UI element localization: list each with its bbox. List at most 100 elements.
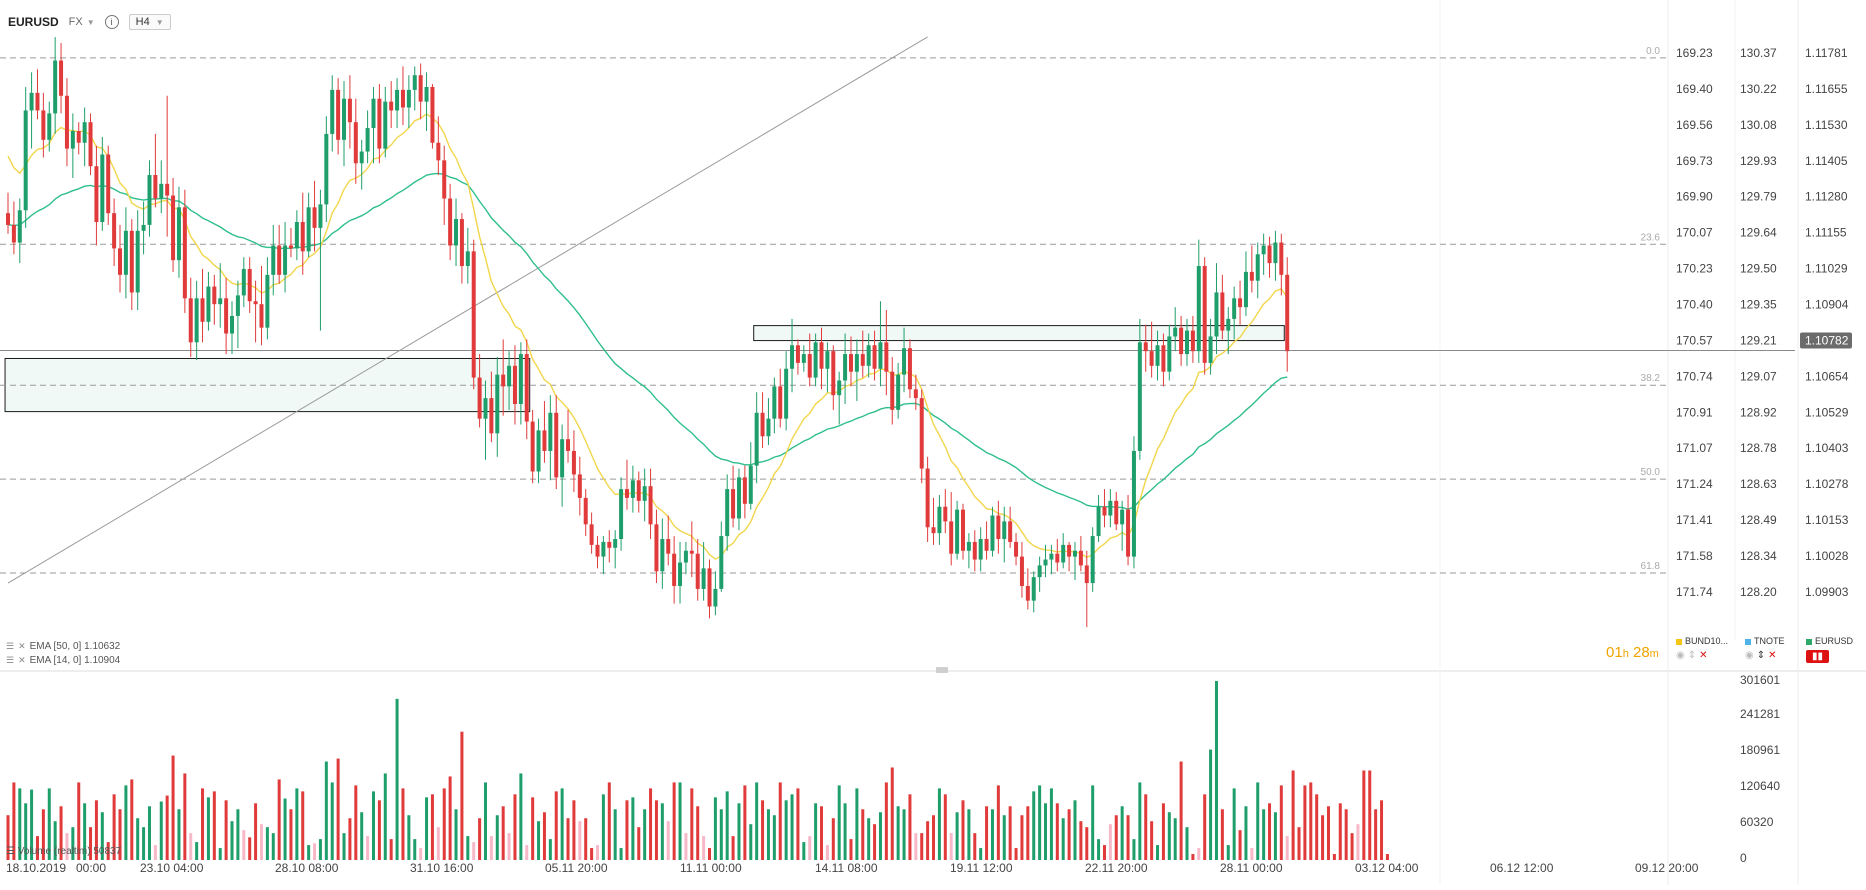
volume-bar bbox=[755, 782, 759, 860]
ema14-legend[interactable]: ☰ ✕ EMA [14, 0] 1.10904 bbox=[6, 655, 120, 666]
pane-resize-handle[interactable] bbox=[936, 667, 948, 673]
price-tick-label: 1.11280 bbox=[1805, 190, 1848, 204]
ema50-legend[interactable]: ☰ ✕ EMA [50, 0] 1.10632 bbox=[6, 641, 120, 652]
candle-body bbox=[23, 110, 28, 211]
close-icon[interactable]: ✕ bbox=[1768, 650, 1780, 661]
candle-body bbox=[1096, 506, 1101, 537]
candle bbox=[790, 318, 795, 393]
candle-body bbox=[955, 509, 960, 554]
candle bbox=[512, 345, 517, 425]
candle bbox=[689, 521, 694, 578]
candle bbox=[1131, 436, 1136, 569]
asset-class-dropdown[interactable]: FX ▼ bbox=[69, 16, 95, 28]
bund-tick-label: 170.91 bbox=[1676, 405, 1713, 419]
volume-bar bbox=[542, 812, 546, 860]
candle-body bbox=[736, 477, 741, 519]
volume-bar bbox=[884, 782, 888, 860]
time-tick-label: 22.11 20:00 bbox=[1085, 861, 1148, 875]
chart-type-icon[interactable]: ▮▮ bbox=[1806, 650, 1830, 663]
candle-body bbox=[1084, 565, 1089, 584]
candle bbox=[648, 468, 653, 540]
volume-bar bbox=[1038, 785, 1042, 860]
candle-body bbox=[1255, 254, 1260, 281]
candle-body bbox=[259, 304, 264, 328]
close-icon[interactable]: ✕ bbox=[18, 641, 26, 651]
candle-body bbox=[595, 544, 600, 557]
close-icon[interactable]: ✕ bbox=[18, 655, 26, 665]
price-tick-label: 1.11029 bbox=[1805, 262, 1848, 276]
candle-body bbox=[1161, 345, 1166, 372]
volume-bar bbox=[525, 845, 529, 860]
compare-tnote[interactable]: TNOTE ◉⇕✕ bbox=[1745, 636, 1785, 661]
volume-bar bbox=[1344, 809, 1348, 860]
candle bbox=[1102, 489, 1107, 528]
volume-bar bbox=[790, 794, 794, 860]
candle-body bbox=[459, 219, 464, 267]
volume-bar bbox=[796, 788, 800, 860]
candle bbox=[966, 533, 971, 569]
sort-icon[interactable]: ⇕ bbox=[1756, 650, 1769, 661]
tnote-tick-label: 128.78 bbox=[1740, 441, 1777, 455]
volume-bar bbox=[861, 809, 865, 860]
eye-icon[interactable]: ◉ bbox=[1745, 650, 1757, 661]
timeframe-dropdown[interactable]: H4 ▼ bbox=[128, 14, 171, 30]
compare-bund[interactable]: BUND10... ◉⇕✕ bbox=[1676, 636, 1728, 661]
candle bbox=[943, 489, 948, 534]
volume-bar bbox=[708, 848, 712, 860]
candle bbox=[230, 301, 235, 355]
list-icon[interactable]: ☰ bbox=[6, 655, 15, 665]
candle bbox=[259, 266, 264, 346]
volume-bar bbox=[1014, 848, 1018, 860]
volume-legend[interactable]: ☰ Volume (realtim) 50837 bbox=[6, 846, 121, 857]
candle bbox=[465, 227, 470, 284]
candle-body bbox=[6, 213, 10, 225]
volume-bar bbox=[1326, 806, 1330, 860]
volume-bar bbox=[1250, 848, 1254, 860]
info-icon[interactable]: i bbox=[104, 15, 119, 29]
volume-bar bbox=[725, 791, 729, 860]
candle-body bbox=[689, 550, 694, 554]
candle-body bbox=[530, 421, 535, 472]
volume-bar bbox=[637, 827, 641, 860]
candle bbox=[984, 521, 989, 560]
volume-bar bbox=[65, 833, 69, 860]
candle bbox=[507, 351, 512, 410]
eye-icon[interactable]: ◉ bbox=[1676, 650, 1688, 661]
volume-bar bbox=[572, 800, 576, 860]
candle-body bbox=[495, 374, 500, 434]
volume-bar bbox=[843, 803, 847, 860]
volume-bar bbox=[407, 815, 411, 860]
candle-body bbox=[53, 60, 58, 114]
candle-body bbox=[613, 539, 618, 548]
volume-bar bbox=[413, 839, 417, 860]
volume-bar bbox=[1273, 812, 1277, 860]
candle bbox=[336, 78, 341, 155]
candle-body bbox=[678, 562, 683, 586]
volume-bar bbox=[1315, 794, 1319, 860]
candle-body bbox=[1190, 330, 1195, 352]
bund-tick-label: 170.07 bbox=[1676, 226, 1713, 240]
close-icon[interactable]: ✕ bbox=[1699, 650, 1711, 661]
candle bbox=[35, 69, 40, 120]
volume-bar bbox=[666, 821, 670, 860]
candle-body bbox=[848, 354, 853, 372]
chevron-down-icon: ▼ bbox=[86, 17, 95, 27]
volume-bar bbox=[153, 845, 157, 860]
trendline bbox=[7, 36, 928, 584]
candle bbox=[94, 145, 99, 246]
tnote-tick-label: 128.34 bbox=[1740, 549, 1777, 563]
compare-eurusd[interactable]: EURUSD ▮▮ bbox=[1806, 636, 1853, 663]
candle-body bbox=[837, 380, 842, 396]
candle bbox=[271, 224, 276, 296]
candle-body bbox=[1078, 550, 1083, 566]
candle bbox=[23, 86, 28, 228]
symbol-label[interactable]: EURUSD bbox=[8, 15, 59, 29]
sort-icon[interactable]: ⇕ bbox=[1687, 650, 1700, 661]
list-icon[interactable]: ☰ bbox=[6, 846, 15, 857]
candle-body bbox=[1196, 266, 1201, 352]
candle bbox=[536, 418, 541, 484]
ema50-label: EMA [50, 0] 1.10632 bbox=[29, 641, 121, 652]
list-icon[interactable]: ☰ bbox=[6, 641, 15, 651]
